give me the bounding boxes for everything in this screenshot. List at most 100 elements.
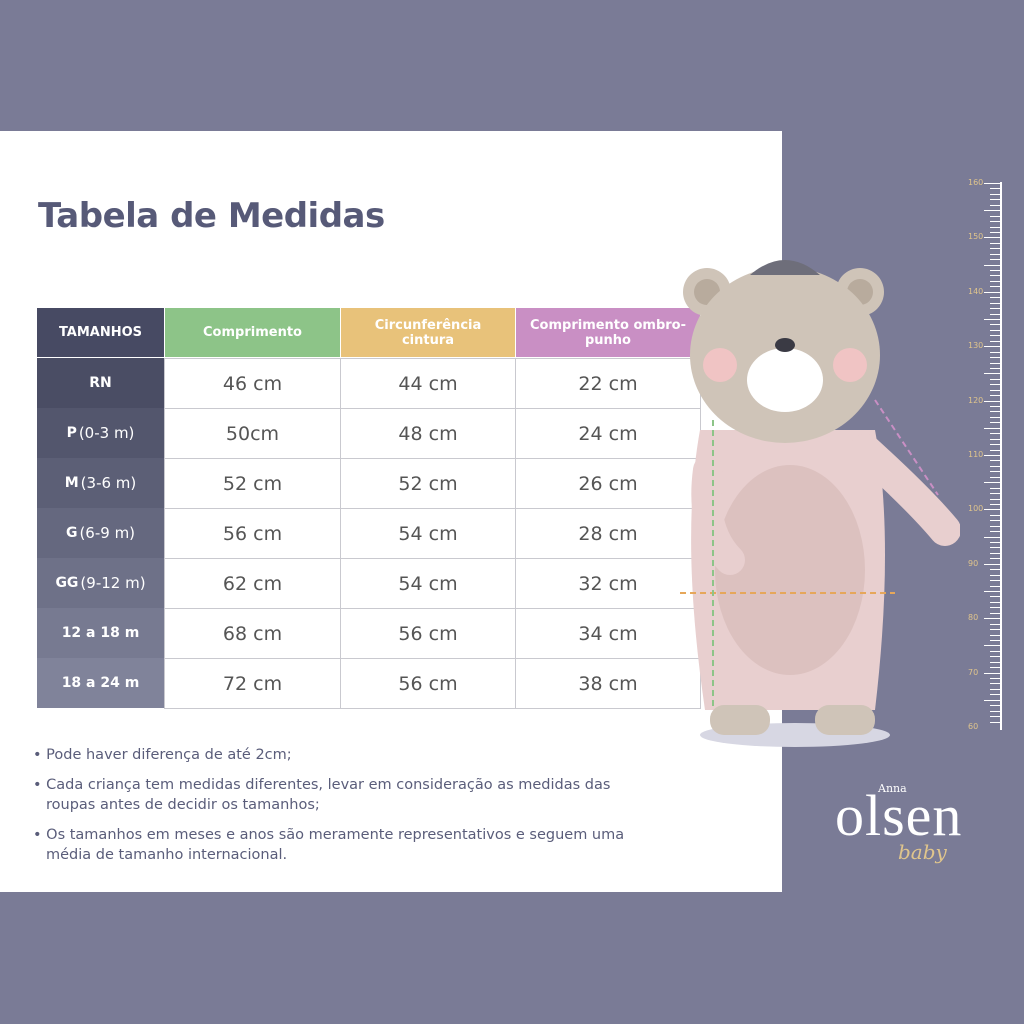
value-cell: 48 cm <box>340 408 516 459</box>
ruler-tick <box>990 199 1000 201</box>
ruler-tick <box>990 493 1000 495</box>
ruler-tick <box>990 433 1000 435</box>
value-cell: 46 cm <box>164 358 341 409</box>
size: M <box>64 475 79 491</box>
ruler-tick <box>990 215 1000 217</box>
size-cell: M (3-6 m) <box>37 458 164 508</box>
note: • Os tamanhos em meses e anos são merame… <box>33 827 625 863</box>
ruler-tick <box>990 351 1000 353</box>
logo-top: Anna <box>878 782 907 795</box>
ruler-tick <box>984 509 1000 511</box>
size-cell: 18 a 24 m <box>37 658 164 708</box>
size: P <box>66 425 77 441</box>
value-cell: 62 cm <box>164 558 341 609</box>
ruler-tick <box>990 193 1000 195</box>
value-cell: 68 cm <box>164 608 341 659</box>
ruler-tick <box>990 406 1000 408</box>
ruler-tick <box>990 280 1000 282</box>
ruler-tick <box>990 340 1000 342</box>
ruler-label: 120 <box>968 395 984 405</box>
ruler-tick <box>984 373 1000 375</box>
ruler-tick <box>990 542 1000 544</box>
ruler-tick <box>984 264 1000 266</box>
ruler-tick <box>990 471 1000 473</box>
ruler-tick <box>990 612 1000 614</box>
value-cell: 44 cm <box>340 358 516 409</box>
ruler-tick <box>990 395 1000 397</box>
value-cell: 26 cm <box>515 458 701 509</box>
ruler-tick <box>990 574 1000 576</box>
value-cell: 22 cm <box>515 358 701 409</box>
size-range: (0-3 m) <box>78 424 135 442</box>
table-header: Circunferência cintura <box>341 308 515 357</box>
size-range: (9-12 m) <box>80 574 146 592</box>
ruler-tick <box>990 422 1000 424</box>
ruler-tick <box>990 656 1000 658</box>
ruler-tick <box>990 607 1000 609</box>
note: • Pode haver diferença de até 2cm; <box>33 747 292 763</box>
ruler-tick <box>990 487 1000 489</box>
ruler-tick <box>990 329 1000 331</box>
ruler-tick <box>990 389 1000 391</box>
ruler-tick <box>990 226 1000 228</box>
ruler-tick <box>984 591 1000 592</box>
ruler-tick <box>990 286 1000 288</box>
size-cell: G (6-9 m) <box>37 508 164 558</box>
ruler-tick <box>990 705 1000 707</box>
ruler-label: 90 <box>968 558 979 568</box>
ruler-tick <box>990 324 1000 326</box>
ruler-tick <box>990 596 1000 598</box>
value-cell: 50cm <box>164 408 341 459</box>
ruler-tick <box>984 183 1000 184</box>
ruler-tick <box>990 683 1000 685</box>
ruler-label: 150 <box>968 232 984 242</box>
size: 12 a 18 m <box>61 625 140 641</box>
ruler-tick <box>990 721 1000 723</box>
ruler-tick <box>990 465 1000 467</box>
ruler-tick <box>990 302 1000 304</box>
ruler-tick <box>990 362 1000 364</box>
ruler-tick <box>990 569 1000 571</box>
ruler-tick <box>990 585 1000 587</box>
size-range: (6-9 m) <box>79 524 136 542</box>
ruler-tick <box>990 547 1000 549</box>
ruler-tick <box>990 242 1000 244</box>
value-cell: 32 cm <box>515 558 701 609</box>
ruler-tick <box>990 357 1000 359</box>
ruler-tick <box>990 634 1000 636</box>
size-cell: GG (9-12 m) <box>37 558 164 608</box>
value-cell: 52 cm <box>340 458 516 509</box>
ruler-tick <box>990 204 1000 206</box>
size: RN <box>89 375 112 391</box>
table-header: Comprimento <box>165 308 340 357</box>
ruler-tick <box>990 601 1000 603</box>
ruler-tick <box>990 449 1000 451</box>
ruler-tick <box>990 411 1000 413</box>
ruler-tick <box>990 231 1000 233</box>
ruler-tick <box>990 476 1000 478</box>
ruler-label: 100 <box>968 504 984 514</box>
ruler-tick <box>984 319 1000 320</box>
ruler-label: 70 <box>968 667 979 677</box>
ruler-tick <box>984 427 1000 429</box>
value-cell: 56 cm <box>164 508 341 559</box>
ruler-tick <box>990 297 1000 299</box>
ruler-tick <box>984 563 1000 565</box>
size: G <box>65 525 78 541</box>
ruler-tick <box>984 210 1000 212</box>
ruler-tick <box>990 650 1000 652</box>
ruler-tick <box>990 253 1000 255</box>
ruler-label: 110 <box>968 450 984 459</box>
ruler-tick <box>990 335 1000 337</box>
bear-illustration <box>680 260 960 747</box>
table-header: TAMANHOS <box>37 308 164 357</box>
ruler-tick <box>990 313 1000 315</box>
ruler-tick <box>990 514 1000 516</box>
ruler-tick <box>984 482 1000 484</box>
ruler-tick <box>984 455 1000 456</box>
ruler-tick <box>984 400 1000 402</box>
value-cell: 54 cm <box>340 558 516 609</box>
size: GG <box>55 575 79 591</box>
ruler-tick <box>990 580 1000 582</box>
